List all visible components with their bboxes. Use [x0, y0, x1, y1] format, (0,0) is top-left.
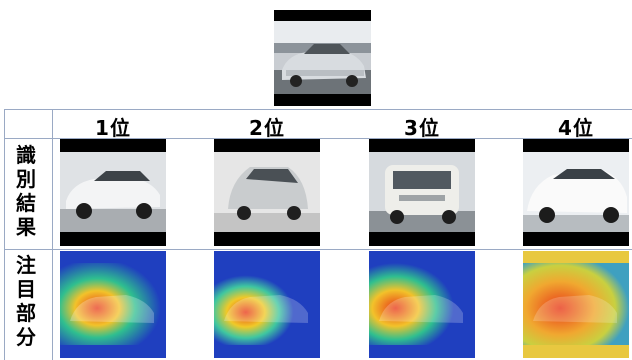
rank-header-2: 2位: [249, 116, 285, 140]
rank-header-1: 1位: [95, 116, 131, 140]
result-image-1: [60, 139, 166, 246]
table-header-divider: [4, 138, 632, 139]
table-border-top: [4, 109, 632, 110]
attention-heatmap-1: [60, 251, 166, 358]
table-label-divider: [52, 109, 53, 360]
row-label-result: 識 別 結 果: [16, 143, 36, 239]
attention-heatmap-2: [214, 251, 320, 358]
table-row-divider: [4, 249, 632, 250]
query-image: [274, 10, 371, 106]
attention-heatmap-4: [523, 251, 629, 358]
attention-heatmap-3: [369, 251, 475, 358]
result-image-3: [369, 139, 475, 246]
result-image-4: [523, 139, 629, 246]
table-border-left: [4, 109, 5, 360]
rank-header-4: 4位: [558, 116, 594, 140]
rank-header-3: 3位: [404, 116, 440, 140]
result-image-2: [214, 139, 320, 246]
row-label-attention: 注 目 部 分: [16, 253, 36, 349]
